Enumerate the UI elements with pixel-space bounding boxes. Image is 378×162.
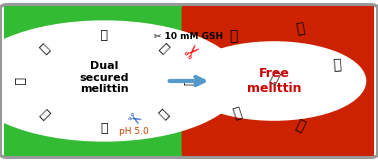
Text: 🐝: 🐝 xyxy=(12,77,25,85)
Text: 🐝: 🐝 xyxy=(36,108,51,122)
Text: ✂: ✂ xyxy=(123,108,144,130)
Text: ✂ 10 mM GSH: ✂ 10 mM GSH xyxy=(155,32,223,41)
Text: 🐝: 🐝 xyxy=(268,70,279,86)
Circle shape xyxy=(0,22,241,140)
Text: Dual
secured
melittin: Dual secured melittin xyxy=(79,61,129,94)
Text: Free
melittin: Free melittin xyxy=(247,67,301,95)
Text: 🐝: 🐝 xyxy=(293,117,307,134)
Text: pH 5.0: pH 5.0 xyxy=(119,127,149,136)
Text: 🐝: 🐝 xyxy=(157,40,172,54)
Circle shape xyxy=(181,41,366,121)
Text: 🐝: 🐝 xyxy=(36,40,51,54)
FancyBboxPatch shape xyxy=(1,5,197,157)
Text: 🐝: 🐝 xyxy=(232,105,242,121)
FancyBboxPatch shape xyxy=(181,5,377,157)
Text: 🐝: 🐝 xyxy=(226,28,240,45)
Text: 🐝: 🐝 xyxy=(100,27,108,40)
Text: 🐝: 🐝 xyxy=(183,77,196,85)
Text: ✂: ✂ xyxy=(180,40,205,65)
FancyBboxPatch shape xyxy=(1,5,377,157)
Text: 🐝: 🐝 xyxy=(157,108,172,122)
Text: 🐝: 🐝 xyxy=(100,122,108,135)
Text: 🐝: 🐝 xyxy=(332,58,342,73)
Text: 🐝: 🐝 xyxy=(296,21,304,36)
